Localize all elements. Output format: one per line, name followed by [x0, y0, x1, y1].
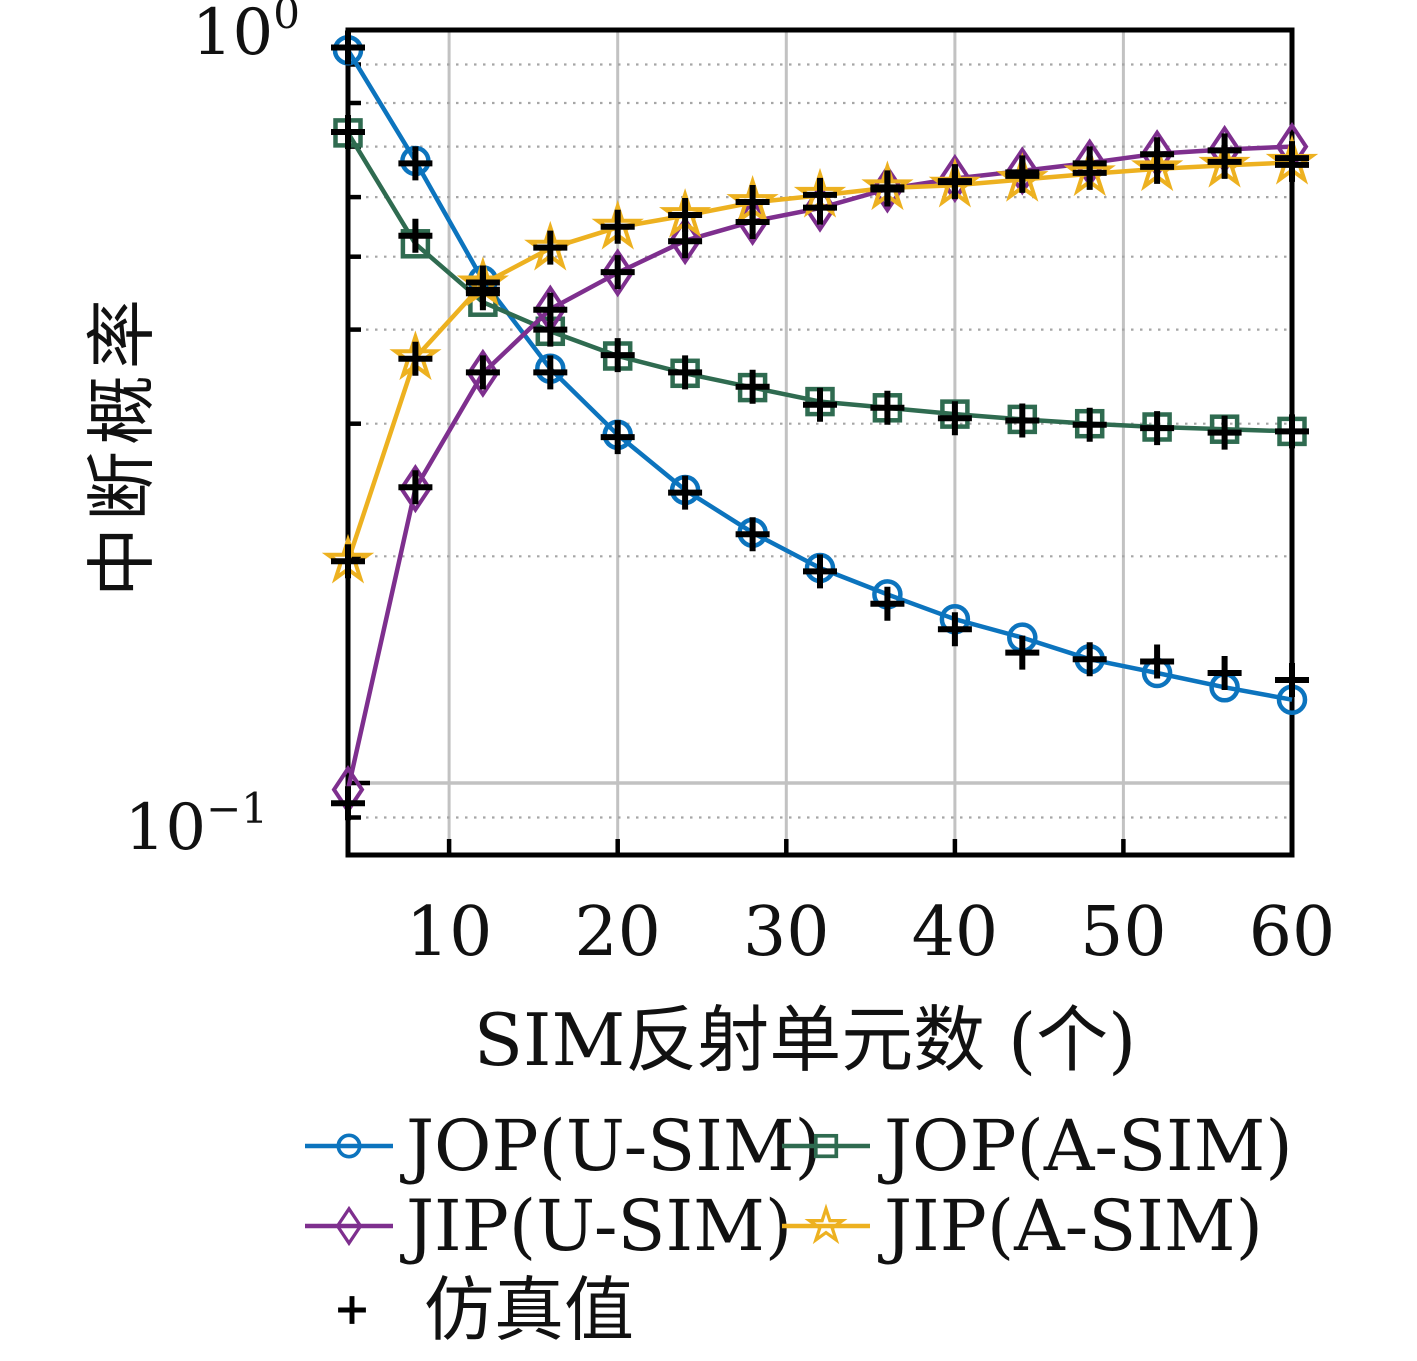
legend-label-jip-a-sim: JIP(A-SIM): [884, 1185, 1263, 1267]
legend-sample-jop-a-sim: [780, 1104, 872, 1188]
y-tick-label-1e-1: 10−1: [125, 784, 268, 865]
legend-sample-jop-u-sim: [303, 1104, 395, 1188]
y-tick-label-1e0: 100: [192, 0, 300, 70]
legend-label-jop-u-sim: JOP(U-SIM): [406, 1105, 822, 1187]
x-tick-labels: 10 20 30 40 50 60: [406, 893, 1335, 972]
x-axis-title: SIM反射单元数 (个): [473, 998, 1137, 1082]
x-tick-label-30: 30: [743, 893, 830, 972]
x-tick-label-60: 60: [1249, 893, 1336, 972]
x-tick-label-50: 50: [1080, 893, 1167, 972]
x-tick-label-10: 10: [406, 893, 493, 972]
legend-sample-jip-u-sim: [303, 1184, 395, 1268]
y-tick-labels: 100 10−1: [125, 0, 300, 865]
y-axis-title: 中断概率: [81, 293, 163, 597]
simulation-markers: [331, 30, 1309, 821]
legend-label-simulation: 仿真值: [424, 1269, 634, 1351]
x-tick-label-20: 20: [574, 893, 661, 972]
legend-label-jop-a-sim: JOP(A-SIM): [884, 1105, 1293, 1187]
legend-sample-jip-a-sim: [780, 1184, 872, 1268]
series-jip-u-sim: [331, 121, 1309, 815]
legend-label-jip-u-sim: JIP(U-SIM): [406, 1185, 793, 1267]
x-tick-label-40: 40: [912, 893, 999, 972]
legend-sample-simulation: [306, 1268, 398, 1352]
